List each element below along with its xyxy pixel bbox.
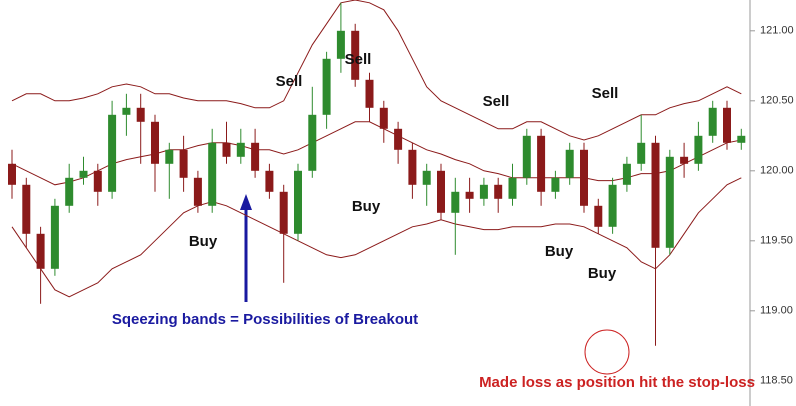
annotation: Sell xyxy=(483,93,510,110)
candle-body xyxy=(565,149,574,178)
y-tick-label: 119.50 xyxy=(760,235,793,247)
candle-body xyxy=(208,142,217,206)
candle-body xyxy=(151,121,159,164)
annotation: Sell xyxy=(592,85,619,102)
bollinger-band xyxy=(11,121,742,186)
candle-body xyxy=(479,184,488,199)
candle-body xyxy=(580,149,588,206)
candle-body xyxy=(379,107,388,129)
candle-body xyxy=(537,135,546,192)
candle-body xyxy=(365,79,374,108)
annotation: Buy xyxy=(352,198,381,215)
y-tick-label: 120.50 xyxy=(760,95,794,107)
candle-body xyxy=(594,205,603,227)
candle-body xyxy=(694,135,703,164)
candle-body xyxy=(408,149,417,185)
candle-body xyxy=(680,156,689,164)
y-tick-label: 119.00 xyxy=(760,305,793,317)
candle-body xyxy=(236,142,245,157)
candle-body xyxy=(179,149,188,178)
candle-body xyxy=(50,205,59,269)
candle-body xyxy=(737,135,746,143)
candle-body xyxy=(222,142,231,157)
candle-body xyxy=(336,30,345,59)
candle-body xyxy=(394,128,403,150)
annotation: Buy xyxy=(189,233,218,250)
annotation: Sell xyxy=(276,73,303,90)
candle-body xyxy=(551,177,560,192)
candle-body xyxy=(522,135,531,178)
stop-loss-circle xyxy=(584,329,630,375)
candle-body xyxy=(65,177,74,206)
candle-body xyxy=(79,170,88,178)
y-tick-label: 118.50 xyxy=(760,375,793,387)
candle-body xyxy=(193,177,202,206)
candle-body xyxy=(136,107,145,122)
candle-body xyxy=(708,107,717,136)
candle-body xyxy=(437,170,445,213)
candle-body xyxy=(508,177,517,199)
candle-body xyxy=(308,114,317,171)
candle-body xyxy=(665,156,674,248)
candle-body xyxy=(723,107,731,143)
candle-body xyxy=(294,170,302,234)
candle-body xyxy=(251,142,260,171)
candle-body xyxy=(22,184,31,234)
candle-body xyxy=(465,191,474,199)
annotation: Sqeezing bands = Possibilities of Breako… xyxy=(112,311,418,328)
candle-body xyxy=(265,170,274,192)
candle-body xyxy=(108,114,117,192)
candle-body xyxy=(351,30,360,80)
candle-body xyxy=(651,142,660,248)
candle-body xyxy=(494,184,503,199)
candle-body xyxy=(36,233,45,269)
annotation: Buy xyxy=(545,243,574,260)
candle-body xyxy=(451,191,460,213)
candle-body xyxy=(322,58,331,115)
candle-body xyxy=(279,191,288,234)
bollinger-band xyxy=(11,177,742,298)
candle-body xyxy=(8,163,16,185)
candle-body xyxy=(422,170,431,185)
candle-body xyxy=(608,184,617,227)
candle-body xyxy=(637,142,646,164)
candle-body xyxy=(122,107,131,115)
annotation: Sell xyxy=(345,51,372,68)
arrow-head xyxy=(240,194,252,210)
annotation: Buy xyxy=(588,265,617,282)
y-tick-label: 120.00 xyxy=(760,165,794,177)
annotation: Made loss as position hit the stop-loss xyxy=(479,374,755,391)
y-tick-label: 121.00 xyxy=(760,25,794,37)
bollinger-band xyxy=(11,0,742,141)
candle-body xyxy=(622,163,631,185)
candle-body xyxy=(93,170,102,192)
candle-body xyxy=(165,149,174,164)
